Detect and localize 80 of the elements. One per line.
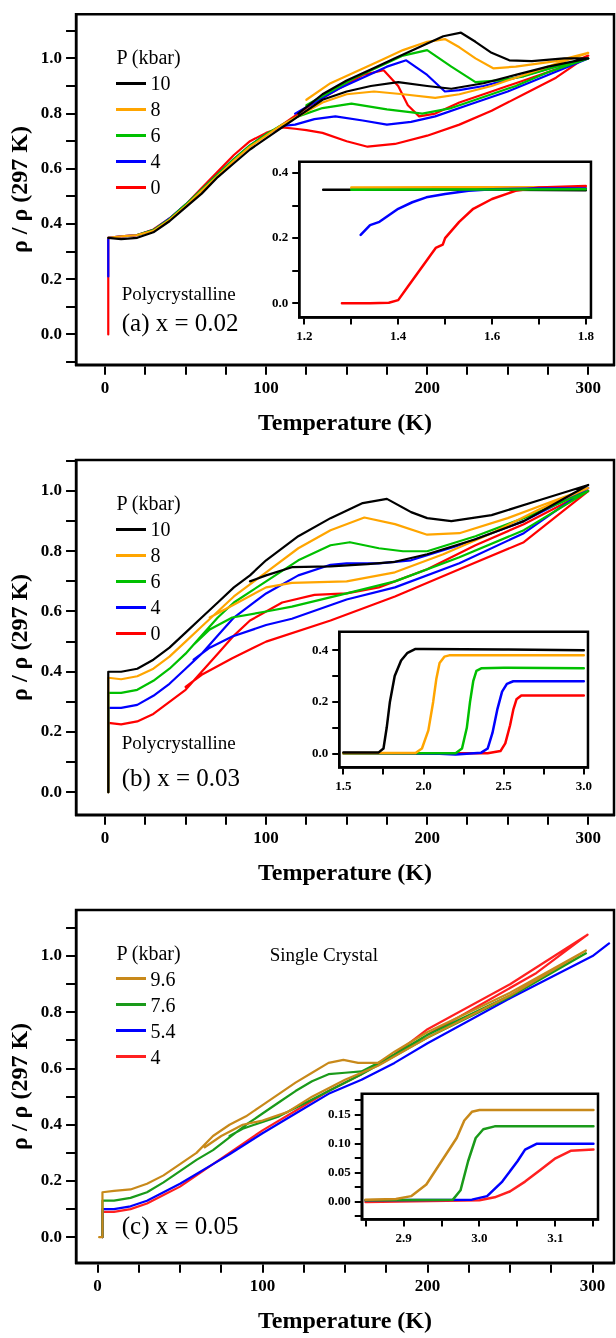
annotation: (b) x = 0.03 [121, 763, 241, 792]
y-tick-label: 1.0 [40, 480, 63, 500]
legend-label: 4 [150, 595, 161, 621]
y-tick-label: 0.8 [40, 102, 63, 122]
y-tick-label: 0.2 [312, 693, 329, 709]
legend-title: P (kbar) [116, 491, 181, 517]
x-tick-label: 2.5 [495, 777, 513, 793]
y-tick-label: 0.6 [40, 1057, 63, 1077]
y-tick-label: 0.0 [40, 1226, 63, 1246]
annotation: (a) x = 0.02 [121, 309, 239, 338]
x-tick-label: 1.8 [577, 327, 595, 343]
legend-label: 4 [150, 1045, 161, 1070]
y-tick-label: 0.8 [40, 540, 63, 560]
legend-title: P (kbar) [116, 941, 181, 966]
legend-label: 10 [150, 517, 171, 543]
x-axis-title: Temperature (K) [258, 858, 433, 885]
x-tick-label: 2.9 [395, 1229, 413, 1245]
y-tick-label: 0.0 [40, 781, 63, 801]
y-tick-label: 0.2 [272, 229, 289, 245]
x-tick-label: 1.4 [390, 327, 407, 343]
y-tick-label: 0.4 [40, 213, 63, 233]
y-tick-label: 0.4 [40, 661, 63, 681]
legend-label: 9.6 [150, 967, 176, 992]
annotation: (c) x = 0.05 [121, 1212, 239, 1241]
x-tick-label: 200 [414, 378, 440, 398]
x-tick-label: 1.5 [335, 777, 353, 793]
y-tick-label: 0.8 [40, 1001, 63, 1021]
x-tick-label: 1.2 [296, 327, 313, 343]
y-tick-label: 0.4 [40, 1114, 63, 1134]
x-tick-label: 0 [93, 1276, 102, 1296]
x-tick-label: 0 [100, 828, 110, 848]
x-tick-label: 300 [575, 378, 601, 398]
x-axis-title: Temperature (K) [258, 1306, 433, 1333]
y-tick-label: 0.4 [312, 641, 329, 657]
y-tick-label: 0.0 [272, 294, 289, 310]
x-tick-label: 3.0 [471, 1229, 488, 1245]
y-tick-label: 0.4 [272, 164, 289, 180]
y-tick-label: 0.6 [40, 600, 63, 620]
legend-label: 6 [150, 123, 161, 148]
y-axis-title: ρ / ρ (297 K) [5, 573, 32, 701]
x-tick-label: 3.1 [547, 1229, 564, 1245]
legend-label: 10 [150, 71, 171, 96]
y-tick-label: 0.2 [40, 268, 63, 288]
y-tick-label: 0.2 [40, 721, 63, 741]
y-axis-title: ρ / ρ (297 K) [5, 1022, 32, 1150]
y-tick-label: 0.10 [328, 1135, 351, 1151]
legend-label: 0 [150, 621, 161, 647]
legend-label: 8 [150, 543, 161, 569]
y-tick-label: 0.2 [40, 1170, 63, 1190]
x-tick-label: 100 [253, 378, 279, 398]
annotation: Polycrystalline [121, 282, 236, 304]
legend-label: 5.4 [150, 1019, 176, 1044]
y-axis-title: ρ / ρ (297 K) [5, 125, 32, 254]
y-tick-label: 1.0 [40, 945, 63, 965]
legend-title: P (kbar) [116, 45, 181, 70]
x-tick-label: 1.6 [483, 327, 501, 343]
legend-label: 7.6 [150, 993, 176, 1018]
y-tick-label: 0.0 [40, 323, 63, 343]
x-tick-label: 300 [575, 828, 601, 848]
annotation: Polycrystalline [121, 731, 236, 753]
y-tick-label: 1.0 [40, 47, 63, 67]
y-tick-label: 0.05 [328, 1164, 352, 1180]
legend-label: 8 [150, 97, 161, 122]
y-tick-label: 0.0 [312, 745, 329, 761]
x-tick-label: 3.0 [575, 777, 592, 793]
legend-label: 6 [150, 569, 161, 595]
legend-label: 0 [150, 175, 161, 200]
x-tick-label: 200 [414, 1276, 441, 1296]
x-tick-label: 2.0 [415, 777, 432, 793]
y-tick-label: 0.15 [328, 1106, 352, 1122]
y-tick-label: 0.00 [328, 1193, 351, 1209]
x-tick-label: 200 [414, 828, 440, 848]
y-tick-label: 0.6 [40, 158, 63, 178]
legend-label: 4 [150, 149, 161, 174]
x-tick-label: 0 [100, 378, 110, 398]
annotation: Single Crystal [269, 943, 378, 965]
x-tick-label: 100 [249, 1276, 276, 1296]
x-axis-title: Temperature (K) [258, 408, 433, 435]
x-tick-label: 300 [579, 1276, 606, 1296]
x-tick-label: 100 [253, 828, 279, 848]
